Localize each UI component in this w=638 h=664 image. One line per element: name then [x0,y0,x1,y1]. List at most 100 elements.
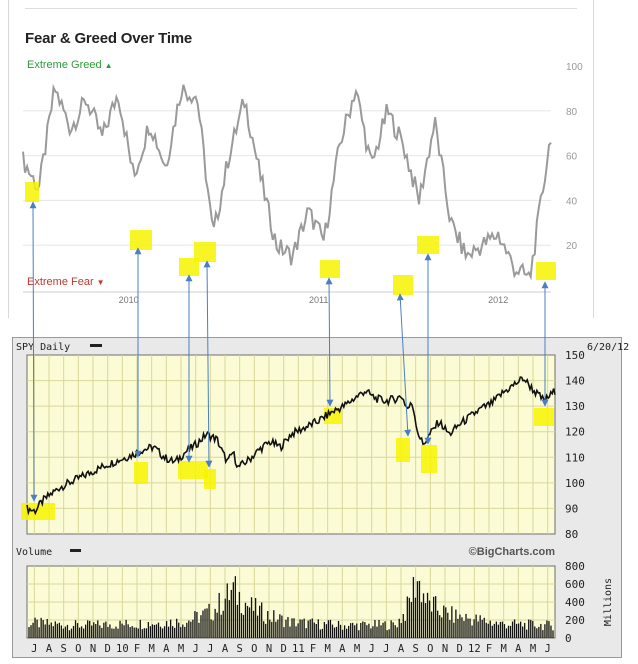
month-tick-label: M [149,643,155,655]
month-tick-label: J [207,643,213,655]
spy-y-ticks: 150 140 130 120 110 100 90 80 [565,349,585,541]
month-tick-label: J [193,643,199,655]
fg-y-tick-label: 40 [566,196,578,207]
extreme-fear-text: Extreme Fear [27,276,94,288]
spy-title: SPY Daily [16,342,70,353]
month-tick-label: S [237,643,243,655]
extreme-greed-text: Extreme Greed [27,59,102,71]
fg-y-tick-label: 60 [566,152,578,163]
spy-legend-swatch [90,344,102,347]
extreme-greed-label: Extreme Greed ▲ [27,59,113,71]
month-tick-label: F [134,643,140,655]
month-tick-label: N [442,643,448,655]
fg-y-tick-label: 20 [566,241,578,252]
volume-y-tick-label: 400 [565,596,585,609]
spy-grid [27,355,555,534]
spy-date: 6/20/12 [587,342,629,353]
month-tick-label: M [530,643,536,655]
month-tick-label: F [486,643,492,655]
month-tick-label: 12 [468,643,481,655]
fg-highlight-box [179,258,199,276]
month-tick-label: 11 [292,643,305,655]
month-tick-label: D [281,643,287,655]
spy-panel: 150 140 130 120 110 100 90 80 SPY Daily 6/20/12… [12,337,629,658]
fear-greed-x-ticks: 2010 2011 2012 [119,295,509,305]
panel-top-divider [25,8,577,9]
fg-y-tick-label: 100 [566,62,583,73]
month-tick-label: N [266,643,272,655]
month-tick-label: A [515,643,522,655]
fg-highlight-box [130,230,152,250]
up-triangle-icon: ▲ [104,61,113,70]
month-tick-label: O [251,643,257,655]
fear-greed-highlights [25,182,556,295]
month-tick-label: J [31,643,37,655]
month-tick-label: D [457,643,463,655]
month-tick-label: A [46,643,53,655]
fear-greed-series-line [22,83,552,281]
fg-y-tick-label: 80 [566,107,578,118]
fg-x-tick-label: 2012 [488,295,508,305]
spy-highlight-box [396,438,410,462]
bigcharts-watermark: ©BigCharts.com [469,546,556,558]
volume-title: Volume [16,547,52,558]
month-tick-label: N [90,643,96,655]
volume-legend-swatch [70,549,81,552]
spy-plot-area [26,354,556,535]
month-tick-labels: J A S O N D 10 F M A M J J A S O N D 11 F M A M J J A S O N D 12 F M A M J [31,643,551,655]
volume-y-tick-label: 800 [565,560,585,573]
month-tick-label: M [501,643,507,655]
fg-x-tick-label: 2010 [119,295,139,305]
volume-unit-label: Millions [603,578,614,626]
spy-y-tick-label: 90 [565,502,578,515]
month-tick-label: A [398,643,405,655]
month-tick-label: J [369,643,375,655]
spy-y-tick-label: 150 [565,349,585,362]
spy-series-line [26,376,556,516]
spy-highlight-box [134,462,148,484]
month-tick-label: M [325,643,331,655]
spy-y-tick-label: 100 [565,477,585,490]
spy-highlight-box [204,469,216,489]
month-tick-label: O [427,643,433,655]
fear-greed-grid [23,110,551,293]
volume-y-tick-label: 200 [565,614,585,627]
spy-highlights [21,408,554,520]
volume-y-ticks: 800 600 400 200 0 [565,560,585,645]
month-tick-label: J [545,643,551,655]
spy-y-tick-label: 80 [565,528,578,541]
fg-highlight-box [25,182,39,202]
fear-greed-chart: 100 80 60 40 20 2010 2011 2012 [22,62,583,305]
month-tick-label: F [310,643,316,655]
month-tick-label: S [61,643,67,655]
fg-highlight-box [393,275,413,295]
volume-bars [28,576,554,638]
fear-greed-panel: Fear & Greed Over Time 100 80 60 40 20 2010 2… [8,0,594,318]
month-tick-label: M [178,643,184,655]
month-tick-label: A [339,643,346,655]
fg-highlight-box [536,262,556,280]
spy-y-tick-label: 130 [565,400,585,413]
spy-highlight-box [534,408,554,426]
fg-x-tick-label: 2011 [309,295,328,305]
month-tick-label: 10 [116,643,129,655]
spy-highlight-box [421,445,437,473]
spy-highlight-box [21,503,55,520]
fg-highlight-box [417,236,439,254]
month-tick-label: A [222,643,229,655]
month-tick-label: J [383,643,389,655]
spy-highlight-box [178,461,208,479]
volume-y-tick-label: 0 [565,632,572,645]
fg-highlight-box [194,242,216,262]
fear-greed-title: Fear & Greed Over Time [25,30,193,47]
spy-y-tick-label: 110 [565,451,585,464]
spy-y-tick-label: 140 [565,375,585,388]
extreme-fear-label: Extreme Fear ▼ [27,276,105,288]
spy-y-tick-label: 120 [565,426,585,439]
fg-highlight-box [320,260,340,278]
volume-y-tick-label: 600 [565,578,585,591]
month-tick-label: M [354,643,360,655]
month-tick-label: D [105,643,111,655]
month-tick-label: O [75,643,81,655]
